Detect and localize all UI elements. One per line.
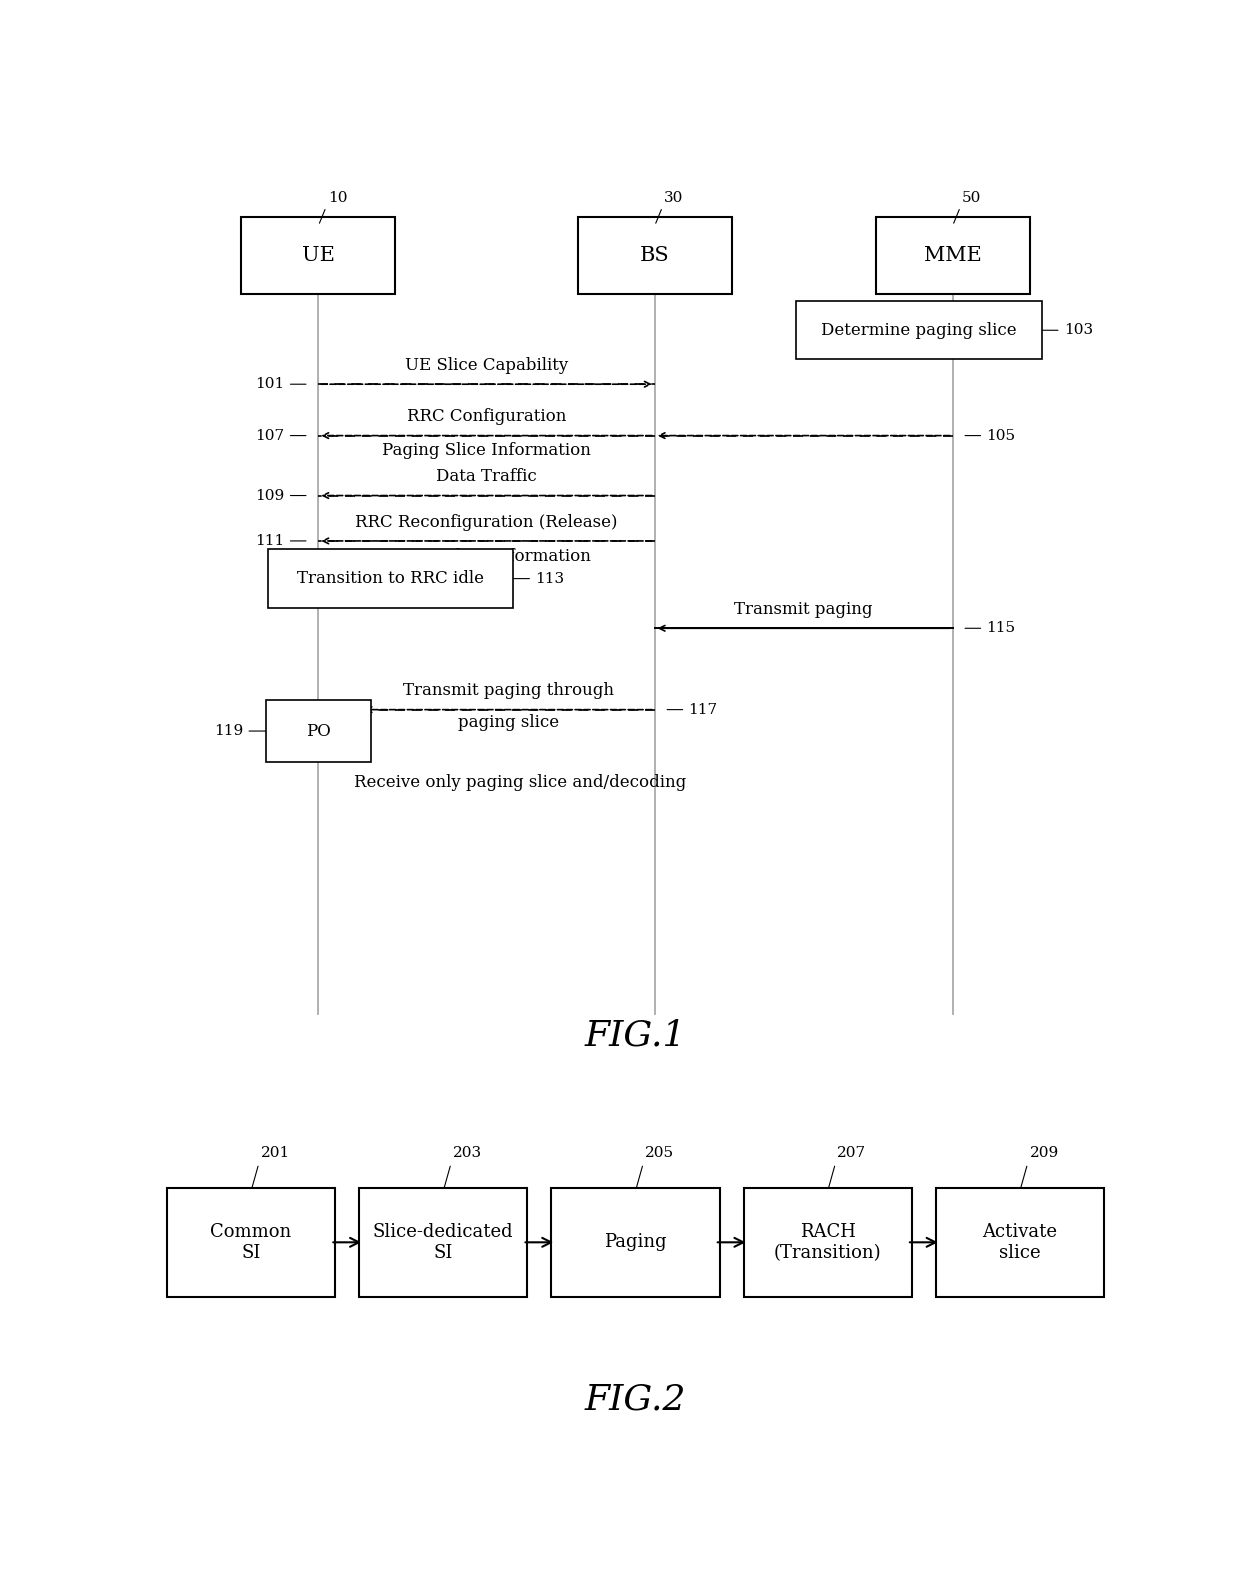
FancyBboxPatch shape (242, 217, 396, 294)
Text: Slice-dedicated
SI: Slice-dedicated SI (373, 1223, 513, 1262)
Text: paging slice: paging slice (458, 713, 559, 731)
Text: 201: 201 (260, 1146, 290, 1160)
Text: Paging: Paging (604, 1234, 667, 1251)
Text: 203: 203 (453, 1146, 482, 1160)
Text: Transition to RRC idle: Transition to RRC idle (296, 570, 484, 587)
Text: 50: 50 (962, 192, 982, 206)
Text: BS: BS (640, 246, 670, 265)
Text: Common
SI: Common SI (211, 1223, 291, 1262)
Text: 103: 103 (1064, 324, 1092, 337)
Text: FIG.1: FIG.1 (585, 1018, 686, 1052)
Text: FIG.2: FIG.2 (585, 1382, 686, 1417)
Text: 10: 10 (327, 192, 347, 206)
Text: Transmit paging: Transmit paging (734, 602, 873, 618)
Text: RACH
(Transition): RACH (Transition) (774, 1223, 882, 1262)
Text: 205: 205 (645, 1146, 675, 1160)
Text: 30: 30 (665, 192, 683, 206)
FancyBboxPatch shape (796, 302, 1042, 359)
FancyBboxPatch shape (360, 1187, 527, 1298)
Text: PO: PO (306, 723, 331, 739)
Text: Receive only paging slice and/decoding: Receive only paging slice and/decoding (355, 774, 686, 792)
Text: UE Slice Capability: UE Slice Capability (405, 358, 568, 373)
Text: 105: 105 (986, 429, 1016, 442)
Text: MME: MME (924, 246, 982, 265)
Text: Activate
slice: Activate slice (982, 1223, 1058, 1262)
FancyBboxPatch shape (265, 701, 371, 761)
Text: 115: 115 (986, 621, 1016, 635)
Text: 113: 113 (536, 571, 564, 586)
Text: Paging Slice Information: Paging Slice Information (382, 442, 591, 460)
FancyBboxPatch shape (167, 1187, 335, 1298)
FancyBboxPatch shape (875, 217, 1029, 294)
Text: 107: 107 (255, 429, 285, 442)
FancyBboxPatch shape (268, 549, 513, 608)
Text: 109: 109 (255, 488, 285, 503)
Text: Paging Slice Information: Paging Slice Information (382, 547, 591, 565)
Text: Transmit paging through: Transmit paging through (403, 683, 614, 699)
FancyBboxPatch shape (578, 217, 732, 294)
FancyBboxPatch shape (936, 1187, 1104, 1298)
Text: RRC Configuration: RRC Configuration (407, 409, 567, 425)
FancyBboxPatch shape (744, 1187, 911, 1298)
Text: 117: 117 (688, 702, 718, 717)
Text: 101: 101 (255, 377, 285, 391)
Text: RRC Reconfiguration (Release): RRC Reconfiguration (Release) (356, 514, 618, 530)
FancyBboxPatch shape (552, 1187, 719, 1298)
Text: 207: 207 (837, 1146, 867, 1160)
Text: 119: 119 (215, 725, 243, 737)
Text: Data Traffic: Data Traffic (436, 468, 537, 485)
Text: UE: UE (301, 246, 335, 265)
Text: 111: 111 (255, 535, 285, 547)
Text: 209: 209 (1029, 1146, 1059, 1160)
Text: Determine paging slice: Determine paging slice (821, 322, 1017, 338)
